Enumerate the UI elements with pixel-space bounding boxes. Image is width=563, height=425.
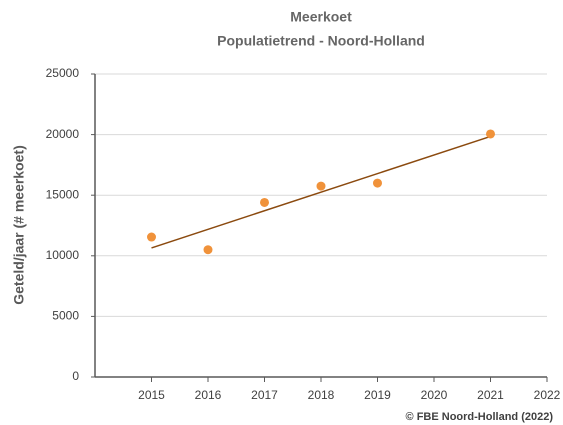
x-tick-label: 2017 bbox=[251, 388, 278, 402]
credit: © FBE Noord-Holland (2022) bbox=[406, 411, 554, 423]
y-tick-label: 15000 bbox=[46, 187, 80, 201]
point bbox=[316, 181, 326, 191]
x-tick-label: 2018 bbox=[308, 388, 335, 402]
trend-line bbox=[151, 135, 491, 249]
y-axis-label: Geteld/jaar (# meerkoet) bbox=[11, 145, 27, 305]
x-tick-label: 2021 bbox=[477, 388, 504, 402]
chart-title: Meerkoet bbox=[290, 9, 352, 25]
point bbox=[203, 245, 213, 255]
x-tick-label: 2020 bbox=[421, 388, 448, 402]
point bbox=[147, 232, 156, 242]
point bbox=[486, 129, 495, 139]
point bbox=[373, 178, 382, 188]
y-tick-label: 25000 bbox=[46, 66, 80, 80]
y-tick-label: 20000 bbox=[46, 127, 80, 141]
y-tick-label: 0 bbox=[72, 369, 79, 383]
x-tick-label: 2022 bbox=[534, 388, 561, 402]
chart-subtitle: Populatietrend - Noord-Holland bbox=[217, 33, 425, 49]
x-tick-label: 2016 bbox=[195, 388, 222, 402]
y-tick-label: 5000 bbox=[52, 309, 79, 323]
x-tick-label: 2015 bbox=[138, 388, 165, 402]
y-tick-label: 10000 bbox=[46, 248, 80, 262]
x-tick-label: 2019 bbox=[364, 388, 391, 402]
point bbox=[260, 197, 269, 207]
